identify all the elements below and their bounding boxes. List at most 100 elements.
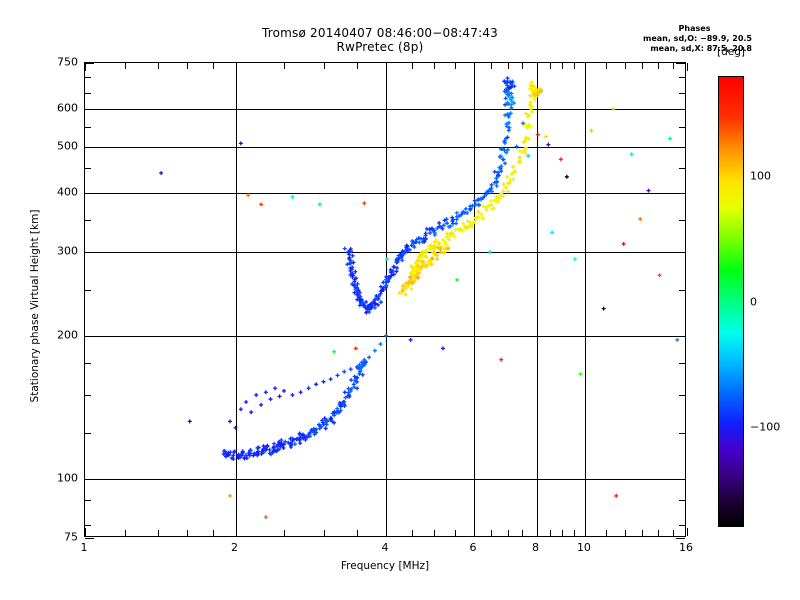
scatter-marker [341, 399, 346, 404]
scatter-marker [338, 404, 343, 409]
scatter-marker [348, 388, 353, 393]
scatter-marker [530, 87, 535, 92]
scatter-marker [498, 154, 503, 159]
x-tick-top [562, 63, 564, 69]
scatter-marker [523, 138, 528, 143]
scatter-marker [525, 125, 530, 130]
scatter-marker [421, 236, 426, 241]
scatter-marker [437, 224, 442, 229]
scatter-marker [482, 194, 487, 199]
scatter-marker [496, 172, 501, 177]
scatter-marker [415, 263, 420, 268]
scatter-marker [421, 252, 426, 257]
scatter-marker [324, 418, 329, 423]
scatter-marker [372, 301, 377, 306]
scatter-marker [240, 451, 245, 456]
scatter-marker [255, 452, 260, 457]
x-tick-bottom [455, 530, 457, 536]
scatter-marker [408, 337, 413, 342]
scatter-marker [507, 181, 512, 186]
scatter-marker [445, 234, 450, 239]
x-tick-top [522, 63, 524, 69]
scatter-marker [274, 449, 279, 454]
scatter-marker [321, 379, 326, 384]
scatter-marker [247, 453, 252, 458]
scatter-marker [309, 427, 314, 432]
scatter-marker [638, 217, 643, 222]
scatter-marker [288, 441, 293, 446]
scatter-marker [238, 453, 243, 458]
scatter-marker [446, 224, 451, 229]
x-tick-top [212, 63, 214, 69]
y-tick-left [85, 168, 91, 170]
scatter-marker [350, 265, 355, 270]
scatter-marker [359, 360, 364, 365]
x-tick-bottom [658, 530, 659, 536]
scatter-marker [410, 274, 415, 279]
scatter-marker [352, 277, 357, 282]
scatter-marker [403, 285, 408, 290]
scatter-marker [513, 169, 518, 174]
scatter-marker [428, 257, 433, 262]
scatter-marker [424, 264, 429, 269]
scatter-marker [352, 279, 357, 284]
scatter-marker [476, 202, 481, 207]
scatter-marker [396, 257, 401, 262]
scatter-marker [479, 212, 484, 217]
scatter-marker [503, 89, 508, 94]
scatter-marker [354, 375, 359, 380]
scatter-marker [424, 262, 429, 267]
scatter-marker [358, 369, 363, 374]
scatter-marker [262, 446, 267, 451]
scatter-marker [270, 450, 275, 455]
y-tick-right [679, 289, 685, 291]
scatter-marker [355, 290, 360, 295]
scatter-marker [486, 203, 491, 208]
scatter-marker [353, 276, 358, 281]
scatter-marker [511, 177, 516, 182]
y-tick-right [679, 77, 685, 79]
gridline-horizontal [85, 192, 685, 194]
x-tick-top [323, 63, 325, 69]
scatter-marker [413, 240, 418, 245]
x-tick-bottom [474, 528, 476, 536]
scatter-marker [496, 170, 501, 175]
x-tick-top [124, 63, 126, 69]
scatter-marker [261, 446, 266, 451]
scatter-marker [431, 246, 436, 251]
scatter-marker [369, 301, 374, 306]
phase-stats-heading: Phases [678, 24, 711, 33]
scatter-marker [509, 91, 514, 96]
scatter-marker [352, 282, 357, 287]
scatter-marker [290, 393, 295, 398]
scatter-marker [306, 386, 311, 391]
scatter-marker [589, 128, 594, 133]
x-tick-bottom [549, 530, 551, 536]
y-tick-right [679, 126, 685, 128]
scatter-marker [358, 366, 363, 371]
scatter-marker [330, 419, 335, 424]
scatter-marker [447, 237, 452, 242]
scatter-marker [523, 138, 528, 143]
scatter-marker [505, 83, 510, 88]
scatter-marker [345, 262, 350, 267]
scatter-marker [316, 422, 321, 427]
scatter-marker [435, 257, 440, 262]
y-tick-right [676, 63, 685, 64]
scatter-marker [264, 447, 269, 452]
scatter-marker [492, 180, 497, 185]
scatter-marker [405, 247, 410, 252]
scatter-marker [348, 272, 353, 277]
scatter-marker [526, 136, 531, 141]
y-tick-left [85, 289, 91, 291]
scatter-marker [345, 394, 350, 399]
scatter-marker [517, 155, 522, 160]
x-tick-label: 10 [576, 541, 591, 554]
scatter-marker [335, 408, 340, 413]
y-tick-right [679, 168, 685, 170]
scatter-marker [465, 210, 470, 215]
scatter-marker [409, 277, 414, 282]
x-tick-top [536, 63, 538, 71]
scatter-marker [242, 455, 247, 460]
scatter-marker [416, 254, 421, 259]
